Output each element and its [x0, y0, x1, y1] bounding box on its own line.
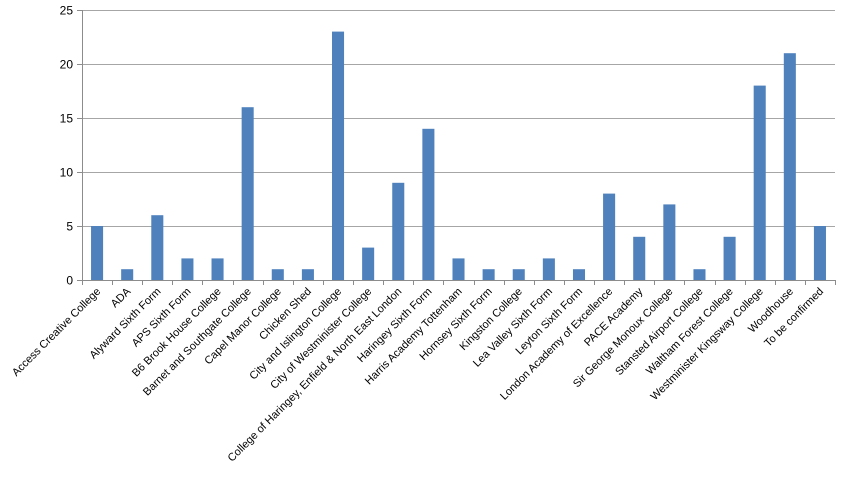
bar: [121, 269, 134, 280]
bar: [271, 269, 284, 280]
bar: [693, 269, 706, 280]
y-tick-label: 20: [60, 58, 74, 72]
y-tick-label: 10: [60, 166, 74, 180]
y-tick-label: 0: [66, 274, 73, 288]
bar: [723, 236, 736, 280]
y-tick-label: 25: [60, 4, 74, 18]
gridlines: [82, 10, 835, 227]
bar: [241, 107, 254, 280]
bar: [211, 258, 224, 280]
bar: [572, 269, 586, 280]
bar: [332, 31, 345, 280]
bar: [813, 226, 826, 280]
y-tick-label: 5: [66, 220, 73, 234]
bar: [392, 182, 405, 280]
x-tick-label: ADA: [109, 285, 134, 310]
bar: [422, 128, 435, 280]
y-tick-labels: 0 5 10 15 20 25: [60, 4, 74, 288]
bar: [603, 193, 616, 280]
bar: [91, 226, 104, 280]
x-tick-label: Access Creative College: [10, 286, 103, 379]
bar: [151, 215, 164, 280]
y-tick-label: 15: [60, 112, 74, 126]
bar: [542, 258, 555, 280]
bar: [362, 247, 375, 280]
axes: [77, 10, 836, 285]
bar: [633, 236, 646, 280]
bar: [482, 269, 495, 280]
bar: [512, 269, 525, 280]
bar: [783, 53, 796, 281]
bar: [753, 85, 766, 280]
bar: [181, 258, 194, 280]
bar: [663, 204, 676, 280]
bars: [91, 31, 826, 281]
bar: [452, 258, 465, 280]
bar: [301, 269, 314, 280]
